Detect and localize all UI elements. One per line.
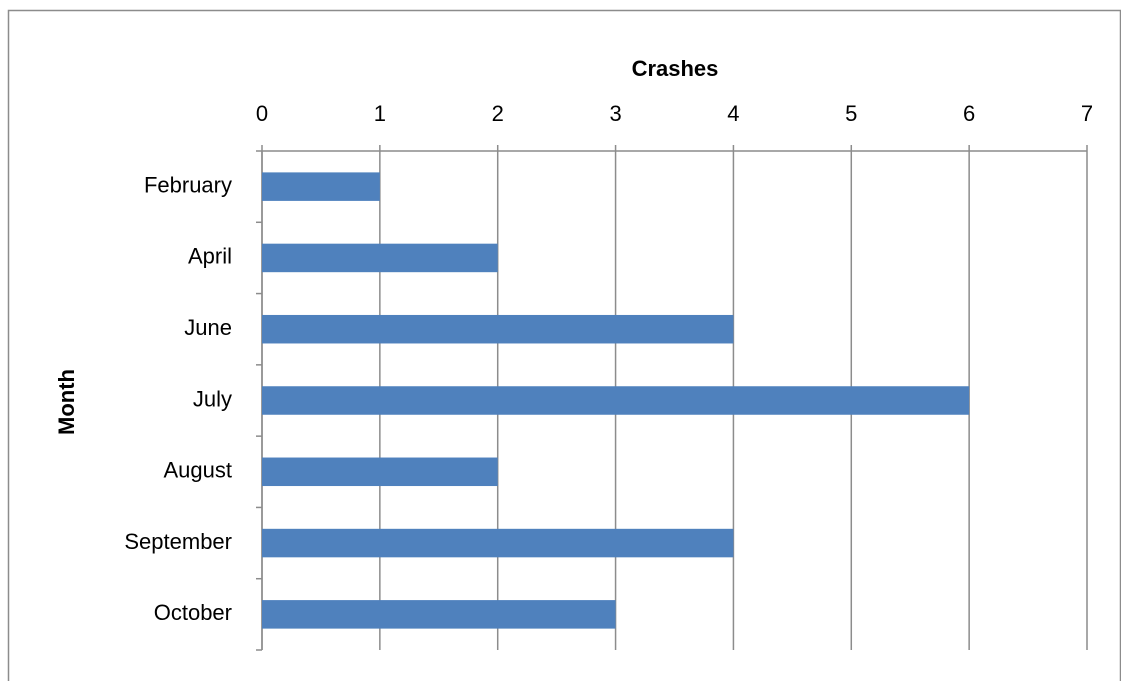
bar xyxy=(262,172,380,201)
bar xyxy=(262,528,734,558)
bar xyxy=(262,314,734,344)
x-tick-label: 0 xyxy=(256,101,268,126)
x-axis-title: Crashes xyxy=(632,56,719,81)
x-tick-label: 4 xyxy=(727,101,739,126)
y-tick-label: June xyxy=(184,315,232,340)
y-tick-label: August xyxy=(164,458,233,483)
y-tick-label: October xyxy=(154,600,232,625)
y-tick-label: February xyxy=(144,172,232,197)
x-tick-label: 6 xyxy=(963,101,975,126)
x-tick-label: 5 xyxy=(845,101,857,126)
bar xyxy=(262,386,970,415)
x-tick-label: 2 xyxy=(492,101,504,126)
y-tick-label: July xyxy=(193,386,232,411)
x-tick-label: 3 xyxy=(609,101,621,126)
bar xyxy=(262,243,498,273)
x-tick-label: 7 xyxy=(1081,101,1093,126)
x-tick-label: 1 xyxy=(374,101,386,126)
y-tick-label: April xyxy=(188,244,232,269)
bar xyxy=(262,457,498,487)
chart-border xyxy=(7,9,1121,686)
y-axis-title: Month xyxy=(54,369,79,435)
y-tick-label: September xyxy=(124,529,232,554)
bar xyxy=(262,600,616,629)
